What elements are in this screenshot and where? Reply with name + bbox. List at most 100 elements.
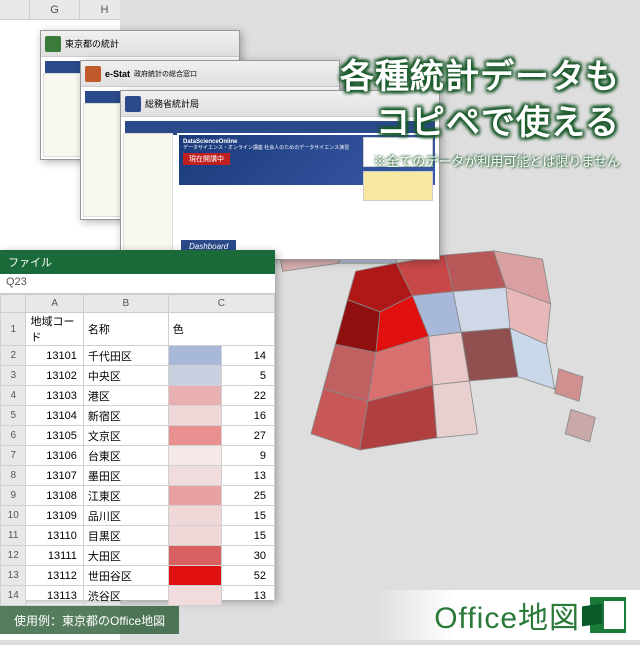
cell-value[interactable]: 16 [221,406,274,426]
cell-name[interactable]: 新宿区 [83,406,168,426]
cell-name[interactable]: 中央区 [83,366,168,386]
map-region[interactable] [433,381,478,438]
site-logo-icon [85,66,101,82]
cell-value[interactable]: 13 [221,466,274,486]
cell-code[interactable]: 13103 [26,386,83,406]
cell-code[interactable]: 13102 [26,366,83,386]
cell-name[interactable]: 台東区 [83,446,168,466]
table-row: 1113110目黒区 15 [1,526,275,546]
cell[interactable]: 名称 [83,313,168,346]
cell-name[interactable]: 世田谷区 [83,566,168,586]
cell-value[interactable]: 15 [221,506,274,526]
cell-name[interactable]: 港区 [83,386,168,406]
cell-code[interactable]: 13111 [26,546,83,566]
table-row: 1313112世田谷区 52 [1,566,275,586]
site-logo-icon [125,96,141,112]
cell-color[interactable] [168,466,221,486]
cell-code[interactable]: 13112 [26,566,83,586]
cell[interactable]: 色 [168,313,274,346]
row-header[interactable]: 4 [1,386,26,406]
cell-value[interactable]: 14 [221,346,274,366]
cell-color[interactable] [168,486,221,506]
cell-value[interactable]: 22 [221,386,274,406]
map-region[interactable] [453,288,510,333]
excel-ribbon-file[interactable]: ファイル [0,250,275,274]
cell-color[interactable] [168,526,221,546]
table-row: 1213111大田区 30 [1,546,275,566]
cell-name[interactable]: 文京区 [83,426,168,446]
row-header[interactable]: 13 [1,566,26,586]
cell-code[interactable]: 13108 [26,486,83,506]
row-header[interactable]: 3 [1,366,26,386]
cell-code[interactable]: 13104 [26,406,83,426]
row-header[interactable]: 5 [1,406,26,426]
cell-color[interactable] [168,566,221,586]
col-header-c[interactable]: C [168,295,274,313]
cell-color[interactable] [168,366,221,386]
cell-code[interactable]: 13106 [26,446,83,466]
cell-value[interactable]: 52 [221,566,274,586]
cell-code[interactable]: 13105 [26,426,83,446]
cell-code[interactable]: 13107 [26,466,83,486]
cell-color[interactable] [168,386,221,406]
row-header[interactable]: 8 [1,466,26,486]
cell-color[interactable] [168,346,221,366]
cell-color[interactable] [168,506,221,526]
cell-name[interactable]: 品川区 [83,506,168,526]
table-row: 413103港区 22 [1,386,275,406]
cell-code[interactable]: 13101 [26,346,83,366]
site-logo-icon [45,36,61,52]
banner-button[interactable]: 現在開講中 [183,153,230,165]
table-row: 713106台東区 9 [1,446,275,466]
cell-name[interactable]: 目黒区 [83,526,168,546]
cell-color[interactable] [168,546,221,566]
table-row: 813107墨田区 13 [1,466,275,486]
table-row: 913108江東区 25 [1,486,275,506]
row-header[interactable]: 12 [1,546,26,566]
browser-title: 総務省統計局 [145,97,199,110]
corner-cell[interactable] [1,295,26,313]
cell-name[interactable]: 大田区 [83,546,168,566]
browser-title: 東京都の統計 [65,37,119,50]
cell-name[interactable]: 千代田区 [83,346,168,366]
bottom-caption: 使用例：東京都のOffice地図 Office地図 [0,600,640,640]
row-header[interactable]: 1 [1,313,26,346]
cell-value[interactable]: 25 [221,486,274,506]
map-region[interactable] [565,409,595,442]
cell-code[interactable]: 13110 [26,526,83,546]
excel-namebox[interactable]: Q23 [0,274,275,294]
headline-note: ※全てのデータが利用可能とは限りません [340,151,620,170]
cell-name[interactable]: 墨田区 [83,466,168,486]
caption-usage-label: 使用例：東京都のOffice地図 [0,606,179,634]
col-header-a[interactable]: A [26,295,83,313]
table-row: 313102中央区 5 [1,366,275,386]
excel-data-table: A B C 1地域コード名称色213101千代田区14313102中央区5413… [0,294,275,606]
browser-title: e-Stat [105,69,130,79]
cell-code[interactable]: 13109 [26,506,83,526]
cell-value[interactable]: 5 [221,366,274,386]
cell-value[interactable]: 30 [221,546,274,566]
cell[interactable]: 地域コード [26,313,83,346]
cell-color[interactable] [168,426,221,446]
map-region[interactable] [461,328,518,381]
table-row: 213101千代田区 14 [1,346,275,366]
cell-value[interactable]: 15 [221,526,274,546]
table-row: 613105文京区 27 [1,426,275,446]
row-header[interactable]: 9 [1,486,26,506]
excel-window: ファイル Q23 A B C 1地域コード名称色213101千代田区143131… [0,250,275,600]
cell-value[interactable]: 27 [221,426,274,446]
cell-name[interactable]: 江東区 [83,486,168,506]
excel-icon [590,597,626,633]
table-row: 1013109品川区 15 [1,506,275,526]
row-header[interactable]: 11 [1,526,26,546]
col-header-b[interactable]: B [83,295,168,313]
cell-value[interactable]: 9 [221,446,274,466]
row-header[interactable]: 2 [1,346,26,366]
cell-color[interactable] [168,406,221,426]
row-header[interactable]: 6 [1,426,26,446]
row-header[interactable]: 10 [1,506,26,526]
row-header[interactable]: 7 [1,446,26,466]
headline-overlay: 各種統計データもコピペで使える ※全てのデータが利用可能とは限りません [340,55,620,170]
cell-color[interactable] [168,446,221,466]
map-region[interactable] [555,369,583,402]
